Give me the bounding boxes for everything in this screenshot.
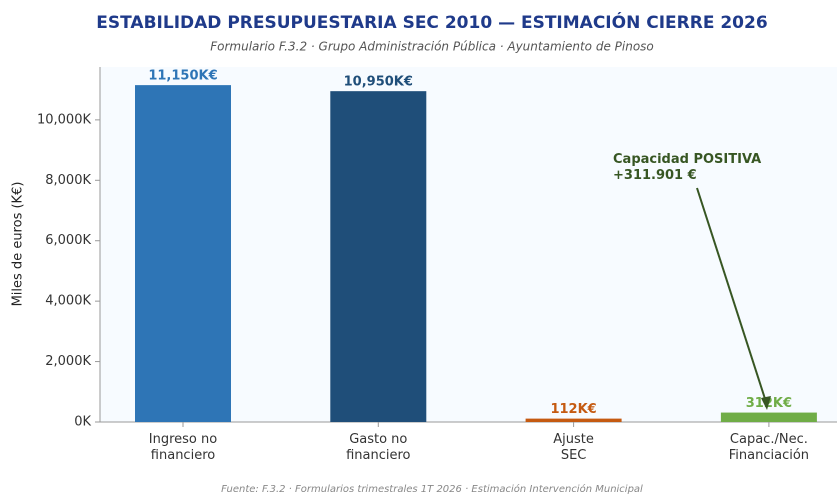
x-tick-label: Ajuste SEC — [553, 432, 594, 463]
bar — [135, 85, 231, 423]
arrow-head — [761, 396, 771, 410]
value-label: 10,950K€ — [344, 75, 413, 90]
y-tick-label: 4,000K — [45, 294, 91, 309]
bar — [330, 91, 427, 422]
y-tick-label: 0K — [74, 415, 91, 430]
value-label: 11,150K€ — [148, 69, 217, 84]
bar — [720, 412, 817, 422]
y-axis-label: Miles de euros (K€) — [11, 182, 26, 307]
annotation: Capacidad POSITIVA +311.901 € — [613, 152, 761, 183]
value-label: 112K€ — [550, 402, 596, 417]
x-tick-label: Gasto no financiero — [346, 432, 410, 463]
value-label: 312K€ — [746, 396, 792, 411]
annotation-arrow — [696, 187, 768, 406]
y-tick-label: 8,000K — [45, 173, 91, 188]
x-tick-label: Capac./Nec. Financiación — [729, 432, 809, 463]
y-tick-label: 6,000K — [45, 233, 91, 248]
source: Fuente: F.3.2 · Formularios trimestrales… — [221, 483, 643, 494]
y-tick-label: 10,000K — [37, 112, 91, 127]
chart-subtitle: Formulario F.3.2 · Grupo Administración … — [210, 40, 654, 54]
x-tick-label: Ingreso no financiero — [149, 432, 217, 463]
bar — [525, 418, 622, 422]
y-tick-label: 2,000K — [45, 354, 91, 369]
chart-title: ESTABILIDAD PRESUPUESTARIA SEC 2010 — ES… — [96, 11, 767, 33]
